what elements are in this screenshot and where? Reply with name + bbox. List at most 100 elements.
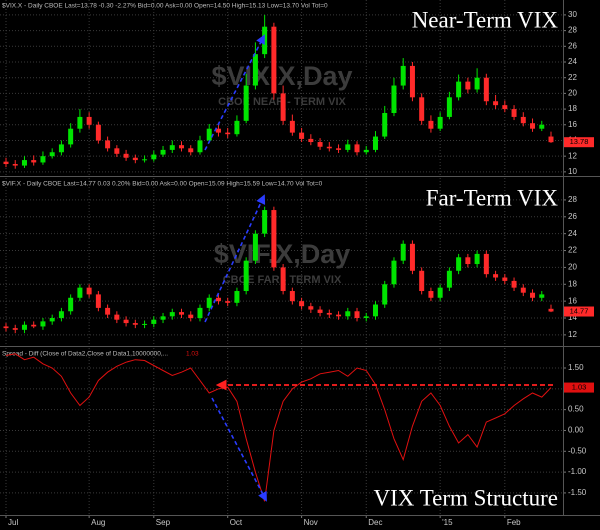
y-tick-label: 10 (568, 167, 577, 176)
spread-line (5, 353, 552, 502)
candle-body (299, 132, 305, 139)
x-tick-label: Sep (156, 518, 171, 527)
candle-body (86, 116, 92, 125)
candle-body (234, 120, 240, 135)
candle-body (206, 128, 212, 141)
candle-body (391, 85, 397, 114)
candle-body (215, 297, 221, 302)
candle-body (132, 323, 138, 325)
candle-body (49, 152, 55, 157)
candle-body (271, 26, 277, 94)
candle-body (530, 292, 536, 298)
y-tick-label: 30 (568, 10, 577, 19)
candle-body (169, 145, 175, 150)
y-tick-label: 18 (568, 104, 577, 113)
candle-body (483, 77, 489, 102)
candle-body (308, 306, 314, 310)
candle-body (474, 253, 480, 265)
candle-body (511, 280, 517, 288)
y-tick-label: 12 (568, 151, 577, 160)
candle-body (58, 311, 64, 319)
header-value: 1.03 (186, 351, 199, 358)
candle-body (179, 312, 185, 315)
candle-body (520, 287, 526, 293)
candle-body (363, 316, 369, 319)
last-value-label: 13.78 (570, 137, 589, 146)
candle-body (400, 243, 406, 261)
candle-body (142, 323, 148, 325)
candle-body (105, 307, 111, 315)
candle-body (280, 267, 286, 292)
candle-body (252, 54, 258, 86)
annotation-arrow (204, 34, 265, 151)
candle-body (511, 109, 517, 117)
x-tick-label: Oct (230, 518, 243, 527)
candle-body (474, 77, 480, 90)
annotation-arrow (204, 194, 266, 323)
candle-body (114, 148, 120, 154)
candle-body (40, 156, 46, 163)
candle-body (123, 319, 129, 324)
y-tick-label: 24 (568, 57, 577, 66)
candle-body (40, 321, 46, 327)
annotation-arrow (211, 397, 267, 502)
candle-body (437, 116, 443, 129)
panel-title: Far-Term VIX (426, 185, 559, 210)
candle-body (271, 210, 277, 268)
candle-body (31, 324, 37, 327)
candle-body (428, 120, 434, 129)
candle-body (151, 154, 157, 160)
candle-body (317, 309, 323, 313)
y-tick-label: 22 (568, 73, 577, 82)
y-tick-label: 28 (568, 195, 577, 204)
last-value-box (564, 137, 594, 148)
candle-body (77, 116, 83, 129)
candle-body (169, 312, 175, 317)
candle-body (58, 144, 64, 153)
candle-body (197, 307, 203, 319)
candle-body (308, 138, 314, 143)
candle-body (446, 270, 452, 288)
candle-body (77, 287, 83, 298)
candle-body (372, 136, 378, 150)
candle-body (262, 26, 268, 55)
candle-body (151, 319, 157, 324)
y-tick-label: 26 (568, 212, 577, 221)
y-tick-label: 28 (568, 26, 577, 35)
candle-body (105, 140, 111, 149)
y-tick-label: 20 (568, 88, 577, 97)
candle-body (493, 274, 499, 278)
candle-body (262, 210, 268, 234)
candle-body (465, 257, 471, 265)
y-tick-label: -0.50 (568, 446, 587, 455)
candle-body (400, 65, 406, 86)
last-value-box (564, 382, 594, 393)
candle-body (123, 153, 129, 158)
y-tick-label: 14 (568, 313, 577, 322)
candle-body (419, 97, 425, 121)
candle-body (114, 314, 120, 320)
candle-body (280, 93, 286, 121)
y-tick-label: 16 (568, 120, 577, 129)
candle-body (12, 164, 18, 166)
candle-body (493, 101, 499, 106)
candle-body (132, 157, 138, 161)
candle-body (539, 294, 545, 298)
candle-body (372, 304, 378, 317)
candle-body (354, 144, 360, 153)
candle-body (188, 148, 194, 153)
candle-body (502, 277, 508, 281)
candle-body (31, 160, 37, 163)
candle-body (363, 149, 369, 153)
y-tick-label: -1.50 (568, 488, 587, 497)
candle-body (548, 308, 554, 312)
x-tick-label: Jul (8, 518, 18, 527)
x-tick-label: Dec (368, 518, 382, 527)
candle-body (530, 123, 536, 129)
last-value-label: 14.77 (570, 307, 589, 316)
candle-body (68, 297, 74, 312)
candle-body (49, 318, 55, 322)
candle-body (225, 132, 231, 135)
